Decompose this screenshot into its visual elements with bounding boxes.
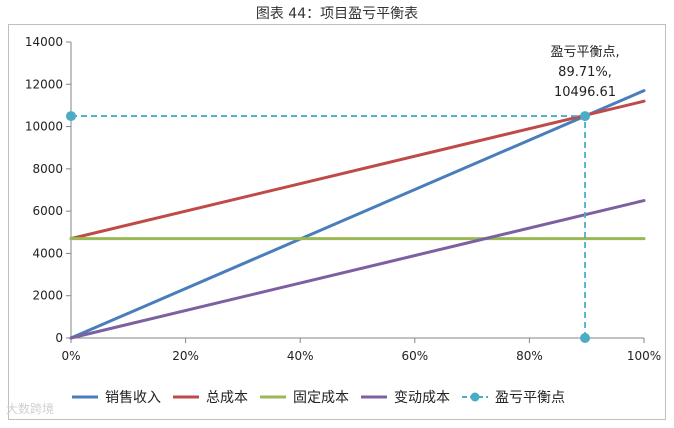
breakeven-point: [580, 111, 591, 122]
x-tick-label: 80%: [516, 349, 543, 363]
legend-label: 固定成本: [293, 390, 349, 406]
series-line: [69, 99, 646, 241]
legend-label: 总成本: [206, 390, 248, 406]
breakeven-point: [580, 333, 591, 343]
chart-frame: [8, 24, 666, 420]
x-tick-label: 100%: [627, 349, 661, 363]
y-tick-label: 6000: [32, 204, 63, 218]
legend-label: 盈亏平衡点: [495, 390, 565, 406]
axes: [66, 41, 645, 343]
breakeven-markers: [66, 111, 591, 343]
x-tick-label: 40%: [287, 349, 314, 363]
series-line: [69, 89, 646, 340]
y-tick-label: 14000: [25, 35, 63, 49]
chart-title: 图表 44：项目盈亏平衡表: [255, 6, 419, 22]
y-tick-label: 8000: [32, 162, 63, 176]
legend: 销售收入 总成本 固定成本 变动成本 盈亏平衡点: [72, 390, 565, 406]
tick-labels: 0 2000 4000 6000 8000 10000 12000 14000 0% 20% 40%…: [25, 35, 661, 363]
legend-marker: [470, 392, 480, 402]
breakeven-label: 89.71%,: [558, 65, 612, 80]
breakeven-label: 盈亏平衡点,: [550, 45, 619, 60]
x-tick-label: 20%: [172, 349, 199, 363]
y-tick-label: 10000: [25, 120, 63, 134]
y-tick-label: 4000: [32, 246, 63, 260]
series-lines: [69, 89, 646, 340]
y-tick-label: 0: [55, 331, 63, 345]
y-tick-label: 2000: [32, 289, 63, 303]
breakeven-label: 10496.61: [554, 85, 616, 100]
legend-label: 变动成本: [394, 390, 450, 406]
breakeven-annotation: 盈亏平衡点, 89.71%, 10496.61: [550, 45, 619, 100]
breakeven-point: [66, 111, 76, 122]
legend-label: 销售收入: [105, 390, 161, 406]
y-tick-label: 12000: [25, 77, 63, 91]
series-line: [69, 199, 646, 340]
x-tick-label: 60%: [401, 349, 428, 363]
x-tick-label: 0%: [61, 349, 80, 363]
watermark: 大数跨境: [6, 402, 55, 416]
